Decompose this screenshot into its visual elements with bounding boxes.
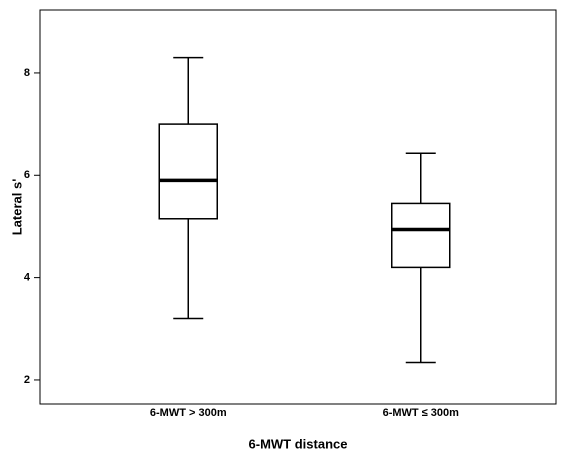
x-tick-label: 6-MWT > 300m (150, 407, 227, 419)
box (158, 123, 218, 220)
y-tick-label: 6 (24, 169, 30, 181)
x-tick-label: 6-MWT ≤ 300m (383, 407, 460, 419)
plot-frame (39, 9, 557, 405)
y-tick-label: 2 (24, 374, 30, 386)
box (391, 202, 451, 269)
y-tick-label: 4 (24, 272, 31, 284)
y-axis-title: Lateral s' (9, 179, 24, 236)
x-axis-title: 6-MWT distance (249, 436, 348, 451)
y-tick-label: 8 (24, 67, 30, 79)
